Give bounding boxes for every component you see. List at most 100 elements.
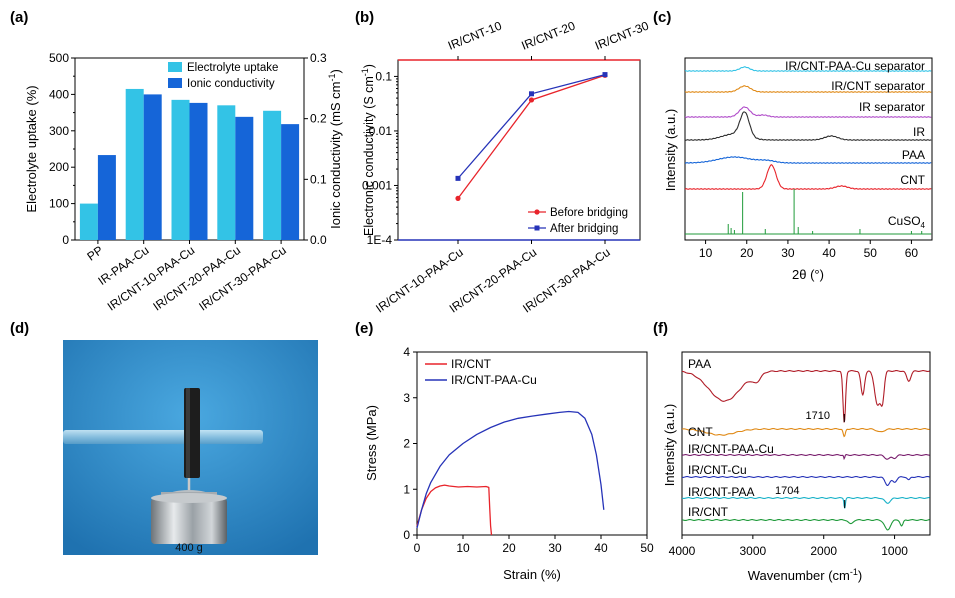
panel-label-c: (c) — [653, 9, 671, 26]
tick-label: 0.01 — [369, 124, 393, 138]
chart-e-series — [416, 410, 605, 536]
tick-label: 0 — [403, 528, 410, 542]
tick-label: 20 — [740, 246, 754, 260]
chart-c-label-cnt-sep: IR/CNT separator — [831, 79, 925, 93]
tick-label: 0 — [414, 541, 421, 555]
chart-f-label-paa: PAA — [688, 357, 711, 371]
category-label: IR/CNT-30-PAA-Cu — [196, 243, 289, 314]
chart-a-y2label: Ionic conductivity (mS cm-1) — [327, 69, 343, 229]
chart-b-legend-before: Before bridging — [550, 207, 628, 219]
chart-f-label-ircnt-paa-cu: IR/CNT-PAA-Cu — [688, 442, 774, 456]
chart-a-left-ticks: 0 100 200 300 400 500 — [49, 51, 75, 247]
chart-a: 0 100 200 300 400 500 0.0 0.1 0.2 0.3 PPIR-PAA-C… — [24, 51, 343, 314]
tick-label: 4000 — [669, 544, 696, 558]
tick-label: 50 — [640, 541, 654, 555]
chart-f-label-ircnt-cu: IR/CNT-Cu — [688, 463, 747, 477]
tick-label: 0.2 — [310, 112, 327, 126]
chart-c-label-paa: PAA — [902, 148, 925, 162]
chart-c: 10 20 30 40 50 60 Intensity (a.u.) 2θ (°) IR/… — [663, 57, 933, 282]
chart-f-xticks: 4000 3000 2000 1000 — [669, 535, 908, 558]
xrd-pattern — [684, 156, 932, 164]
tick-label: 10 — [699, 246, 713, 260]
tick-label: 1000 — [881, 544, 908, 558]
tick-label: 200 — [49, 160, 69, 174]
tick-label: 0.001 — [362, 178, 392, 192]
bar-ionic — [143, 94, 162, 241]
bar-ionic — [189, 102, 208, 240]
chart-f-label-ircnt: IR/CNT — [688, 505, 729, 519]
tick-label: 50 — [864, 246, 878, 260]
tick-label: 0.3 — [310, 51, 327, 65]
point-before — [455, 195, 461, 201]
chart-f-xlabel: Wavenumber (cm-1) — [748, 567, 862, 583]
point-before — [528, 97, 535, 103]
stress-strain-curve — [416, 484, 493, 536]
chart-b-yticks: 1E-4 0.001 0.01 0.1 — [362, 69, 398, 247]
chart-e-xlabel: Strain (%) — [503, 567, 561, 582]
bar-uptake — [263, 110, 282, 240]
bar-uptake — [125, 88, 144, 240]
chart-f-ylabel: Intensity (a.u.) — [662, 404, 677, 486]
tick-label: 500 — [49, 51, 69, 65]
ftir-spectrum — [682, 476, 930, 486]
chart-a-category-labels: PPIR-PAA-CuIR/CNT-10-PAA-CuIR/CNT-20-PAA… — [84, 240, 289, 314]
tick-label: 20 — [502, 541, 516, 555]
chart-f-annotation-1710: 1710 — [806, 410, 830, 422]
chart-c-label-cnt: CNT — [900, 173, 925, 187]
point-after — [455, 175, 461, 181]
panel-label-d: (d) — [10, 320, 29, 337]
chart-a-legend-ionic: Ionic conductivity — [187, 78, 275, 90]
xrd-pattern — [684, 85, 932, 93]
tick-label: 300 — [49, 124, 69, 138]
chart-a-legend-swatch-uptake — [168, 62, 182, 72]
chart-f-label-ircnt-paa: IR/CNT-PAA — [688, 485, 754, 499]
chart-b-series — [455, 72, 608, 201]
tick-label: 10 — [456, 541, 470, 555]
xrd-pattern — [684, 106, 932, 118]
chart-f-frame — [681, 351, 931, 536]
tick-label: 60 — [905, 246, 919, 260]
tick-label: 1 — [403, 482, 410, 496]
point-after — [602, 72, 608, 78]
chart-b-legend-marker-before — [534, 209, 540, 215]
tick-label: 30 — [548, 541, 562, 555]
tick-label: 40 — [594, 541, 608, 555]
chart-c-frame — [684, 57, 933, 241]
panel-label-e: (e) — [355, 320, 373, 337]
tick-label: 0.1 — [375, 69, 392, 83]
chart-e: 0 10 20 30 40 50 0 1 2 3 4 Stress (MPa) Strain (%)… — [364, 345, 654, 582]
chart-e-ticks: 0 10 20 30 40 50 0 1 2 3 4 — [403, 345, 654, 555]
xrd-pattern — [684, 111, 932, 141]
ftir-spectrum — [682, 370, 930, 423]
chart-f-spectra — [681, 370, 930, 531]
weight-body — [151, 498, 227, 544]
chart-c-xticks: 10 20 30 40 50 60 — [699, 240, 919, 260]
chart-b-ylabel: Electronic conductivity (S cm-1) — [360, 64, 376, 236]
chart-c-label-cnt-paa-cu-sep: IR/CNT-PAA-Cu separator — [785, 59, 925, 73]
chart-a-right-ticks: 0.0 0.1 0.2 0.3 — [304, 51, 327, 247]
photo-panel: 400 g — [63, 340, 318, 555]
chart-c-label-ir-sep: IR separator — [859, 100, 925, 114]
chart-a-ylabel: Electrolyte uptake (%) — [24, 85, 39, 212]
chart-f-label-cnt: CNT — [688, 425, 713, 439]
chart-a-bars — [79, 88, 300, 241]
category-label: PP — [84, 243, 105, 264]
chart-f: 4000 3000 2000 1000 Intensity (a.u.) Wavenu… — [662, 351, 931, 583]
tick-label: 2 — [403, 437, 410, 451]
chart-b-xticks: IR/CNT-10-PAA-CuIR/CNT-10IR/CNT-20-PAA-C… — [373, 18, 651, 315]
stress-strain-curve — [416, 410, 605, 529]
ftir-spectrum — [681, 519, 930, 531]
chart-a-legend-swatch-ionic — [168, 78, 182, 88]
ftir-spectrum — [681, 428, 930, 438]
weight-label: 400 g — [175, 542, 203, 554]
bar-ionic — [235, 116, 254, 240]
point-after — [529, 91, 534, 97]
tick-label: 0 — [62, 233, 69, 247]
chart-c-label-ir: IR — [913, 125, 925, 139]
tick-label: 30 — [781, 246, 795, 260]
chart-a-legend-uptake: Electrolyte uptake — [187, 62, 278, 74]
tick-label: 0.0 — [310, 233, 327, 247]
panel-label-a: (a) — [10, 9, 28, 26]
